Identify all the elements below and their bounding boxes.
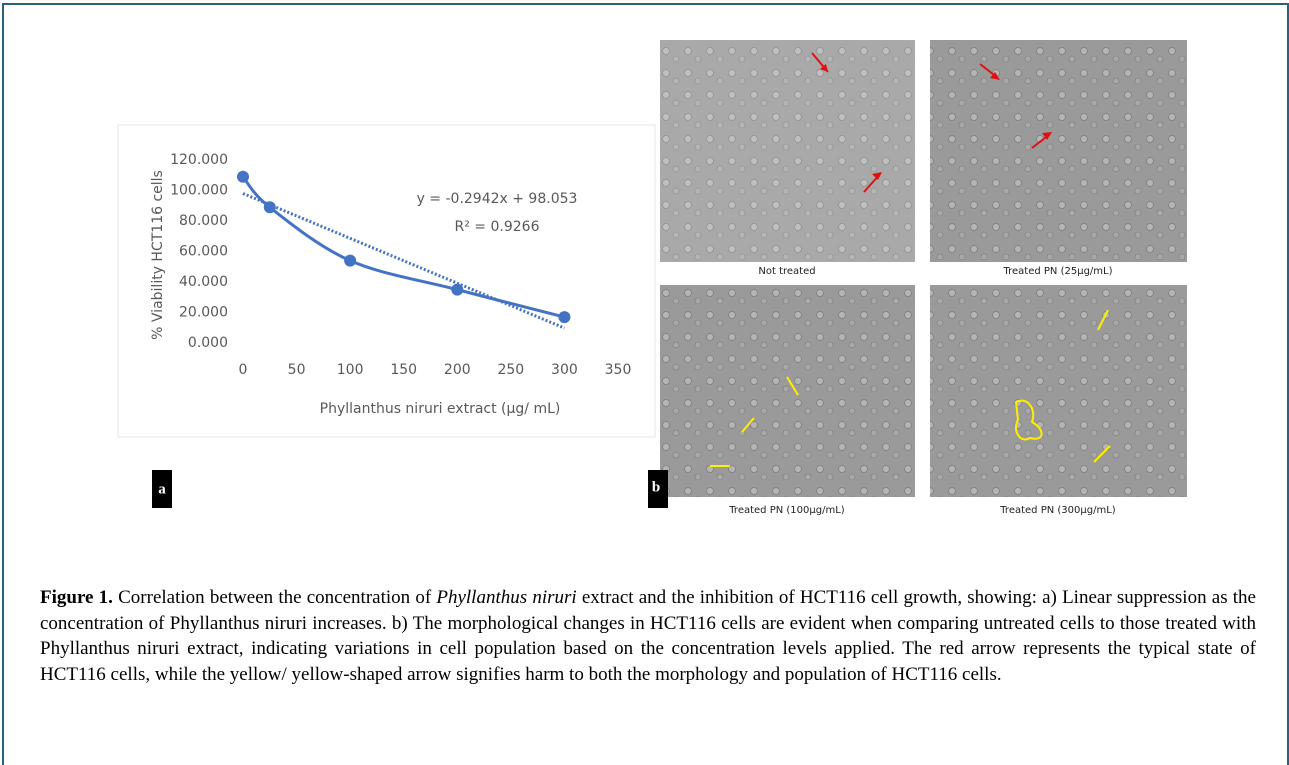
caption-label: Figure 1.: [40, 587, 113, 608]
y-tick-label: 120.000: [170, 152, 228, 168]
figure-frame: [2, 3, 1289, 765]
panel-label: a: [158, 481, 166, 497]
micrograph: [930, 285, 1187, 497]
x-tick-label: 100: [337, 362, 364, 378]
data-point: [344, 254, 357, 267]
panel-label-box: [648, 470, 668, 508]
figure-caption: Figure 1. Correlation between the concen…: [40, 585, 1256, 687]
r-squared: R² = 0.9266: [455, 219, 540, 235]
chart-area: [117, 124, 656, 438]
y-tick-label: 60.000: [179, 244, 228, 260]
panel-label-box: [152, 470, 172, 508]
data-point: [558, 311, 571, 324]
panel-label: b: [652, 479, 660, 495]
data-point: [451, 283, 464, 296]
x-tick-label: 50: [288, 362, 306, 378]
y-tick-label: 20.000: [179, 305, 228, 321]
caption-text: extract and the inhibition of HCT116 cel…: [40, 587, 1256, 685]
x-tick-label: 250: [497, 362, 524, 378]
x-axis-title: Phyllanthus niruri extract (µg/ mL): [320, 401, 561, 417]
x-tick-label: 150: [390, 362, 417, 378]
micrograph-caption: Treated PN (300µg/mL): [999, 505, 1115, 516]
y-tick-label: 80.000: [179, 213, 228, 229]
micrograph: [930, 40, 1187, 262]
y-axis-title: % Viability HCT116 cells: [150, 170, 166, 340]
trend-equation: y = -0.2942x + 98.053: [417, 191, 578, 207]
micrograph: [660, 285, 915, 497]
caption-text: Correlation between the concentration of: [112, 587, 437, 608]
x-tick-label: 300: [551, 362, 578, 378]
y-tick-label: 40.000: [179, 274, 228, 290]
caption-species: Phyllanthus niruri: [436, 587, 577, 608]
micrograph-caption: Treated PN (25µg/mL): [1002, 266, 1112, 277]
y-tick-label: 0.000: [188, 335, 228, 351]
series-line: [241, 175, 565, 319]
data-point: [263, 201, 276, 214]
x-tick-label: 200: [444, 362, 471, 378]
micrograph-caption: Treated PN (100µg/mL): [728, 505, 844, 516]
micrograph: [660, 40, 915, 262]
x-tick-label: 350: [605, 362, 632, 378]
x-tick-label: 0: [239, 362, 248, 378]
data-point: [237, 170, 249, 183]
y-tick-label: 100.000: [170, 183, 228, 199]
figure: Phyllanthus niruri extract (µg/ mL) % Vi…: [117, 40, 1187, 516]
micrograph-caption: Not treated: [758, 266, 815, 277]
